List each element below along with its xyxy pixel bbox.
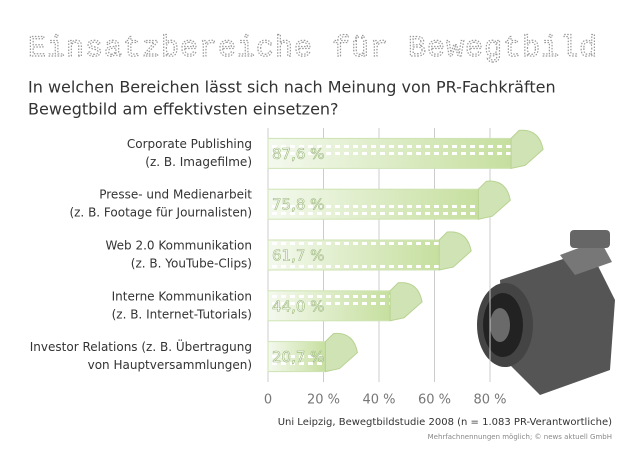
y-tick-label: Corporate Publishing [127, 137, 252, 151]
y-tick-label: Web 2.0 Kommunikation [106, 239, 253, 253]
value-label: 87,6 % [272, 145, 324, 163]
source: Uni Leipzig, Bewegtbildstudie 2008 (n = … [278, 417, 612, 428]
value-label: 44,0 % [272, 297, 324, 315]
chart-subtitle: In welchen Bereichen lässt sich nach Mei… [28, 78, 556, 97]
y-tick-label: (z. B. YouTube-Clips) [131, 257, 252, 271]
footnote: Mehrfachnennungen möglich; © news aktuel… [428, 433, 612, 441]
film-perforation [268, 189, 479, 220]
film-perforation [268, 290, 391, 321]
y-tick-label: von Hauptversammlungen) [88, 358, 252, 372]
film-curl [438, 231, 472, 271]
y-tick-label: Investor Relations (z. B. Übertragung [30, 338, 252, 354]
y-tick-label: Presse- und Medienarbeit [99, 188, 252, 202]
film-perforation [268, 138, 512, 169]
chart-subtitle: Bewegtbild am effektivsten einsetzen? [28, 100, 339, 119]
y-tick-label: (z. B. Footage für Journalisten) [69, 206, 252, 220]
y-tick-label: (z. B. Imagefilme) [145, 155, 252, 169]
film-perforation [268, 341, 326, 372]
film-curl [389, 282, 423, 322]
film-curl [510, 129, 544, 170]
x-tick-label: 20 % [307, 393, 340, 408]
y-tick-label: (z. B. Internet-Tutorials) [112, 307, 252, 321]
value-label: 20,7 % [272, 348, 324, 366]
y-tick-label: Interne Kommunikation [112, 289, 252, 303]
value-label: 61,7 % [272, 247, 324, 265]
chart-title: Einsatzbereiche für Bewegtbild [28, 32, 598, 66]
x-tick-label: 40 % [362, 393, 395, 408]
x-tick-label: 60 % [418, 393, 451, 408]
x-tick-label: 0 [264, 393, 272, 408]
value-label: 75,8 % [272, 196, 324, 214]
camera-illustration [477, 230, 615, 395]
x-tick-label: 80 % [473, 393, 506, 408]
film-curl [324, 332, 358, 373]
film-curl [477, 180, 511, 220]
film-perforation [268, 240, 440, 270]
